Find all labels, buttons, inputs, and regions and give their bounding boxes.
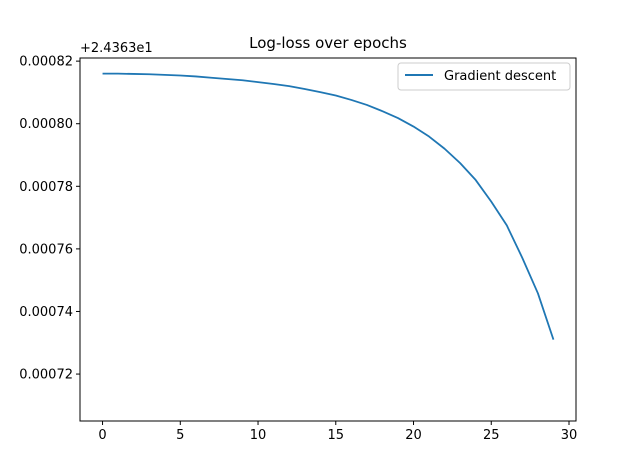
x-tick-label: 0	[98, 428, 106, 443]
legend: Gradient descent	[397, 62, 571, 91]
y-axis-offset-label: +2.4363e1	[80, 41, 153, 56]
x-axis-ticks: 0 5 10 15 20 25 30	[98, 421, 577, 443]
y-tick-label: 0.00078	[19, 180, 73, 195]
y-tick-label: 0.00074	[19, 305, 73, 320]
x-tick-label: 5	[176, 428, 184, 443]
x-tick-label: 20	[405, 428, 422, 443]
x-tick-label: 30	[561, 428, 578, 443]
y-tick-label: 0.00082	[19, 55, 73, 70]
plot-lines	[102, 72, 555, 340]
legend-box	[397, 62, 571, 91]
y-axis-ticks: 0.00072 0.00074 0.00076 0.00078 0.00080 0.000…	[19, 55, 80, 383]
legend-label-gradient-descent: Gradient descent	[444, 69, 556, 84]
y-tick-label: 0.00080	[19, 117, 73, 132]
x-tick-label: 10	[250, 428, 267, 443]
plot-frame	[79, 57, 577, 422]
y-tick-label: 0.00072	[19, 368, 73, 383]
chart-title: Log-loss over epochs	[249, 34, 407, 52]
x-tick-label: 25	[483, 428, 500, 443]
x-tick-label: 15	[328, 428, 345, 443]
y-tick-label: 0.00076	[19, 242, 73, 257]
series-line-gradient-descent	[102, 72, 555, 340]
